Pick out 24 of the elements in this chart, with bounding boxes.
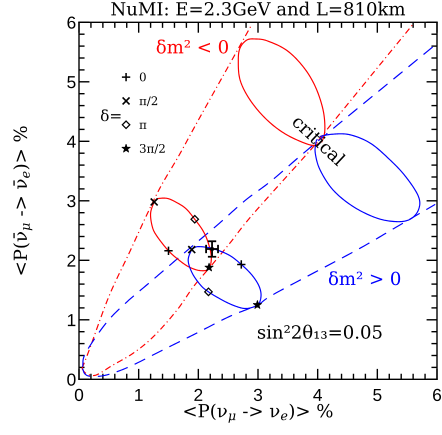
x-axis-title: <P(ν$_{μ}$ -> ν$_{e}$)> % — [184, 404, 332, 423]
legend-title: δ= — [100, 109, 121, 122]
x-tick-label: 1 — [135, 388, 143, 401]
x-tick-label: 6 — [433, 388, 442, 402]
legend-label: 3π/2 — [140, 144, 165, 154]
series-label: δm² > 0 — [328, 271, 400, 286]
y-tick-label: 3 — [67, 194, 76, 208]
legend-label: π/2 — [139, 96, 158, 106]
y-tick-label: 0 — [67, 373, 76, 386]
annotation: sin²2θ₁₃=0.05 — [258, 324, 382, 339]
y-tick-label: 4 — [66, 136, 76, 148]
chart-title: NuMI: E=2.3GeV and L=810km — [111, 2, 406, 16]
series-label: δm² < 0 — [156, 40, 228, 54]
y-tick-label: 5 — [67, 76, 76, 88]
x-tick-label: 4 — [313, 388, 322, 401]
y-tick-label: 6 — [67, 16, 76, 29]
x-tick-label: 3 — [254, 388, 262, 402]
y-tick-label: 2 — [67, 254, 76, 267]
legend-label: 0 — [140, 72, 146, 82]
y-tick-label: 1 — [68, 314, 76, 326]
legend-label: π — [139, 122, 146, 129]
y-axis-title: <P(ν̄$_{μ}$ -> ν̄$_{e}$)> % — [13, 126, 32, 274]
x-tick-label: 5 — [373, 388, 382, 402]
x-tick-label: 2 — [194, 388, 202, 401]
